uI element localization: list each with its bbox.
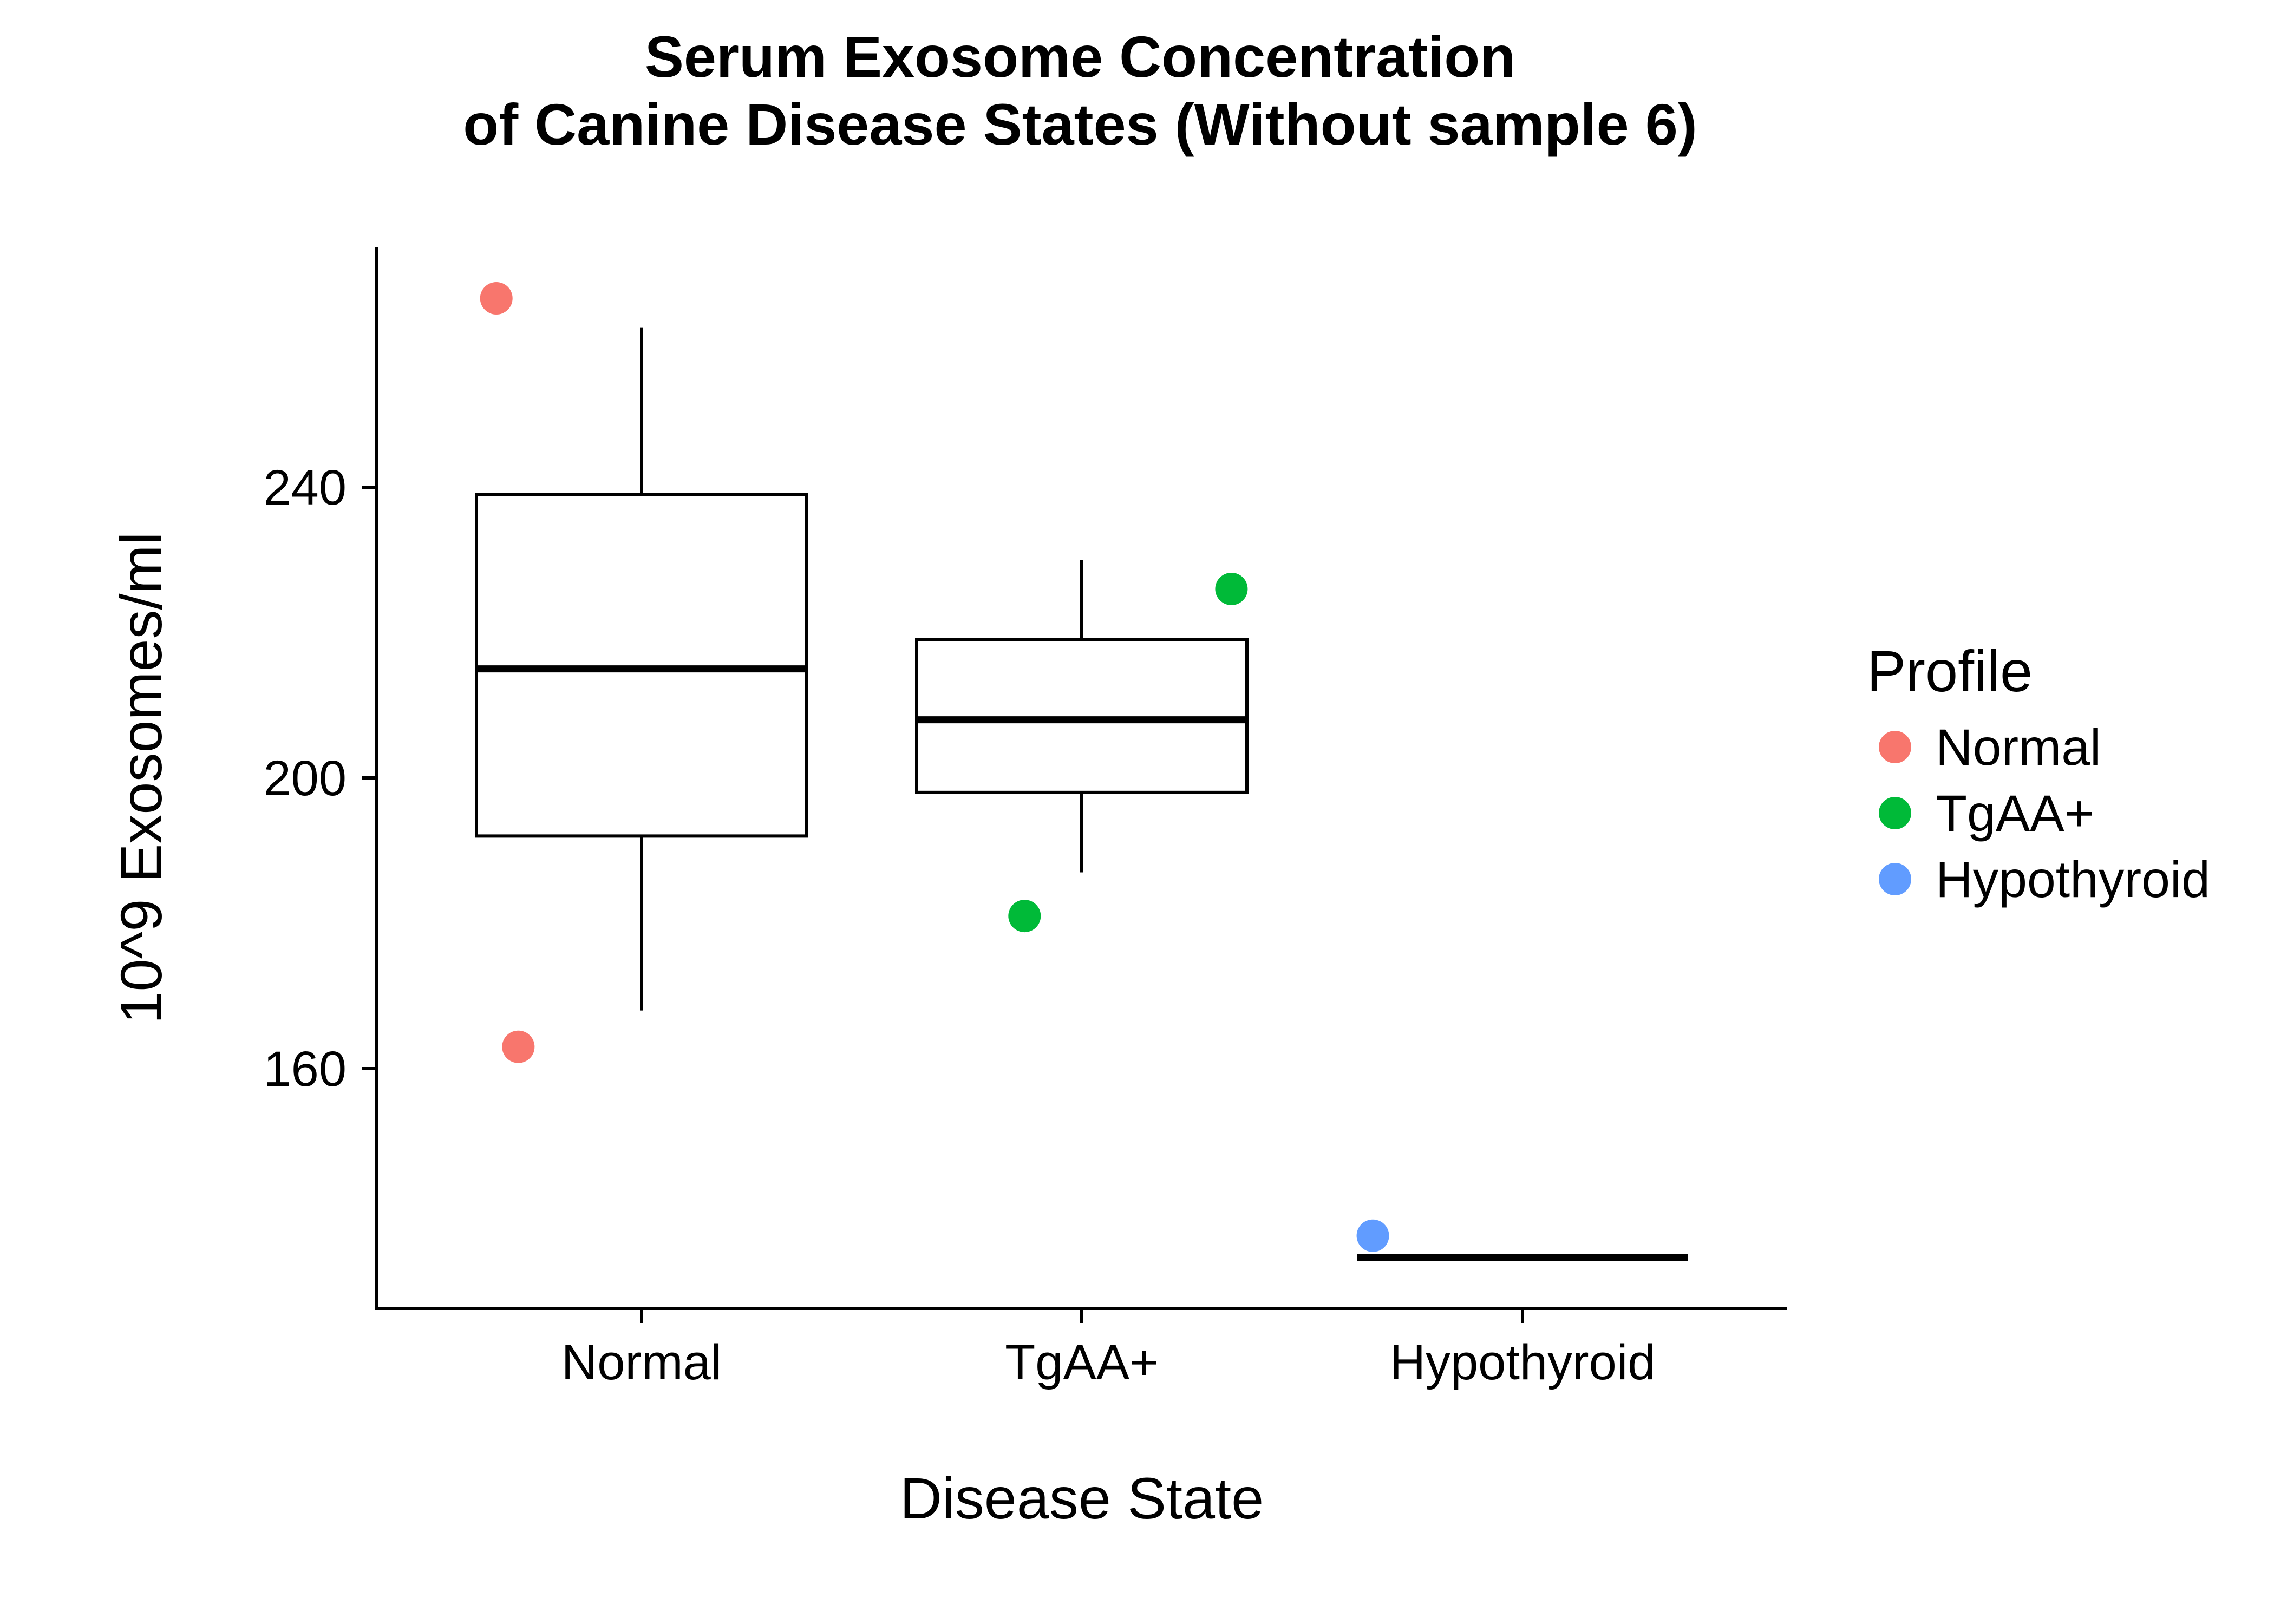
iqr-box xyxy=(915,638,1249,794)
chart-title-line-1: Serum Exosome Concentration xyxy=(645,24,1515,89)
y-tick-label-200: 200 xyxy=(264,751,347,806)
y-tick-label-160: 160 xyxy=(264,1042,347,1097)
y-axis-title: 10^9 Exosomes/ml xyxy=(108,532,174,1024)
box-normal xyxy=(475,327,808,1011)
legend-key-tgaa xyxy=(1879,797,1911,829)
x-tick-label-normal: Normal xyxy=(561,1335,722,1390)
x-axis-ticks: Normal TgAA+ Hypothyroid xyxy=(561,1308,1656,1390)
data-point-normal-0 xyxy=(480,281,513,315)
legend-label-hypothyroid: Hypothyroid xyxy=(1936,851,2210,908)
x-tick-label-hypothyroid: Hypothyroid xyxy=(1390,1335,1656,1390)
legend-label-normal: Normal xyxy=(1936,719,2101,776)
plot-area xyxy=(475,281,1688,1261)
y-tick-label-240: 240 xyxy=(264,460,347,515)
legend-key-hypothyroid xyxy=(1879,863,1911,895)
data-point-normal-1 xyxy=(502,1030,535,1063)
data-point-tgaa-3 xyxy=(1215,572,1248,605)
chart-title-line-2: of Canine Disease States (Without sample… xyxy=(463,91,1697,157)
box-tgaa xyxy=(915,560,1249,873)
data-point-hypothyroid-4 xyxy=(1356,1219,1389,1252)
y-axis-ticks: 160 200 240 xyxy=(264,460,376,1097)
legend-key-normal xyxy=(1879,731,1911,763)
data-point-tgaa-2 xyxy=(1008,900,1041,933)
x-axis-title: Disease State xyxy=(900,1465,1264,1531)
legend-label-tgaa: TgAA+ xyxy=(1936,785,2094,842)
legend: Profile Normal TgAA+ Hypothyroid xyxy=(1867,638,2210,908)
iqr-box xyxy=(475,493,808,838)
x-tick-label-tgaa: TgAA+ xyxy=(1005,1335,1159,1390)
legend-title: Profile xyxy=(1867,638,2033,704)
